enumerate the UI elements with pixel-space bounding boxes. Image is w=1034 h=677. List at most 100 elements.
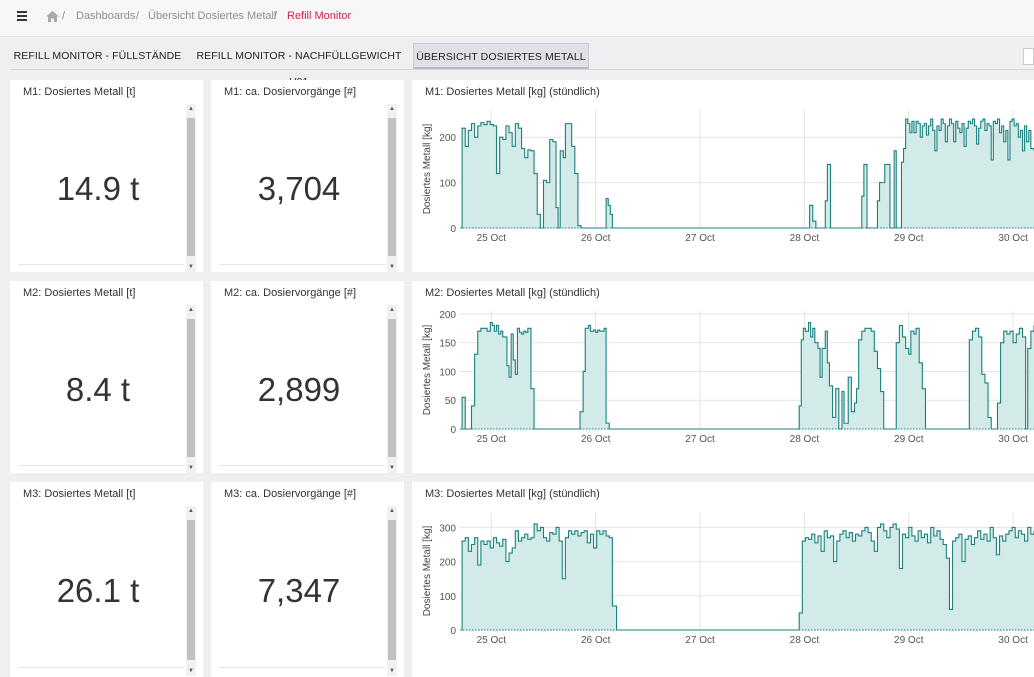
panel-divider [219,667,385,668]
scroll-thumb[interactable] [187,118,195,256]
scroll-down-arrow-icon[interactable]: ▼ [389,264,395,270]
x-tick-label: 29 Oct [894,635,924,646]
stat-panel-m1-metall: M1: Dosiertes Metall [t] 14.9 t ▲ ▼ [10,80,203,272]
y-tick-label: 100 [439,179,456,190]
series-line [460,118,1034,229]
x-tick-label: 27 Oct [685,233,715,244]
y-tick-label: 100 [439,367,456,378]
x-tick-label: 25 Oct [477,233,507,244]
scroll-thumb[interactable] [388,118,396,256]
x-tick-label: 29 Oct [894,233,924,244]
scroll-down-arrow-icon[interactable]: ▼ [188,264,194,270]
x-tick-label: 25 Oct [477,434,507,445]
stat-value: 2,899 [257,371,341,408]
panel-title: M2: ca. Dosiervorgänge [#] [224,287,357,299]
scroll-down-arrow-icon[interactable]: ▼ [389,668,395,674]
x-tick-label: 26 Oct [581,635,611,646]
tab-divider [10,69,1034,70]
x-tick-label: 27 Oct [685,434,715,445]
panel-scrollbar[interactable]: ▲ ▼ [186,506,196,676]
panel-scrollbar[interactable]: ▲ ▼ [387,506,397,676]
scroll-up-arrow-icon[interactable]: ▲ [389,508,395,514]
tab-refill-fuellstaende[interactable]: REFILL MONITOR - FÜLLSTÄNDE [13,50,182,62]
scroll-thumb[interactable] [187,319,195,457]
chart-panel-m2: M2: Dosiertes Metall [kg] (stündlich) 0 5… [412,281,1034,473]
stat-panel-m2-metall: M2: Dosiertes Metall [t] 8.4 t ▲ ▼ [10,281,203,473]
tab-uebersicht-dosiertes-metall[interactable]: ÜBERSICHT DOSIERTES METALL [413,43,589,69]
scroll-up-arrow-icon[interactable]: ▲ [188,307,194,313]
stat-value: 7,347 [257,572,341,609]
top-bar: / Dashboards / Übersicht Dosiertes Metal… [0,0,1034,37]
panel-divider [18,264,184,265]
y-tick-label: 100 [439,592,456,603]
panel-scrollbar[interactable]: ▲ ▼ [186,305,196,473]
y-tick-label: 50 [445,396,457,407]
home-icon[interactable] [46,11,59,22]
stat-panel-m3-dosiervorgaenge: M3: ca. Dosiervorgänge [#] 7,347 ▲ ▼ [211,482,404,677]
tab-refill-nachfuellgewicht[interactable]: REFILL MONITOR - NACHFÜLLGEWICHT V01 [196,50,402,88]
panel-divider [219,465,385,466]
stat-value: 26.1 t [56,572,140,609]
scroll-thumb[interactable] [388,319,396,457]
x-tick-label: 28 Oct [790,635,820,646]
panel-title: M1: ca. Dosiervorgänge [#] [224,86,357,98]
x-tick-label: 30 Oct [998,635,1028,646]
chart-title: M1: Dosiertes Metall [kg] (stündlich) [425,86,600,98]
panel-scrollbar[interactable]: ▲ ▼ [186,104,196,272]
chart-panel-m3: M3: Dosiertes Metall [kg] (stündlich) 0 1… [412,482,1034,677]
page-scroll-handle[interactable] [1023,48,1034,65]
chart-m2: 0 50 100 150 200 25 Oct 26 Oct 27 Oct 28 Oct 29 O… [422,310,1034,445]
panel-scrollbar[interactable]: ▲ ▼ [387,104,397,272]
scroll-up-arrow-icon[interactable]: ▲ [188,106,194,112]
x-tick-label: 30 Oct [998,434,1028,445]
y-tick-label: 150 [439,339,456,350]
panel-divider [219,264,385,265]
y-axis-label: Dosiertes Metall [kg] [422,525,433,616]
stat-panel-m2-dosiervorgaenge: M2: ca. Dosiervorgänge [#] 2,899 ▲ ▼ [211,281,404,473]
x-tick-label: 26 Oct [581,434,611,445]
panel-scrollbar[interactable]: ▲ ▼ [387,305,397,473]
breadcrumb-separator: / [274,10,278,22]
chart-title: M2: Dosiertes Metall [kg] (stündlich) [425,287,600,299]
chart-m3: 0 100 200 300 25 Oct 26 Oct 27 Oct 28 Oct 29 Oct… [422,512,1034,646]
menu-icon[interactable] [17,11,27,22]
y-tick-label: 200 [439,133,456,144]
stat-panel-m1-dosiervorgaenge: M1: ca. Dosiervorgänge [#] 3,704 ▲ ▼ [211,80,404,272]
scroll-thumb[interactable] [187,520,195,660]
breadcrumb-current: Refill Monitor [287,10,352,22]
x-tick-label: 27 Oct [685,635,715,646]
scroll-down-arrow-icon[interactable]: ▼ [389,465,395,471]
scroll-thumb[interactable] [388,520,396,660]
y-axis-label: Dosiertes Metall [kg] [422,123,433,214]
panel-title: M3: Dosiertes Metall [t] [23,488,136,500]
chart-m1: 0 100 200 25 Oct 26 Oct 27 Oct 28 Oct 29 Oct 30 … [422,110,1034,244]
y-axis-label: Dosiertes Metall [kg] [422,324,433,415]
breadcrumb-dashboards[interactable]: Dashboards [76,10,136,22]
series-line [460,321,1034,430]
scroll-down-arrow-icon[interactable]: ▼ [188,668,194,674]
series-area [460,523,1034,630]
panel-title: M2: Dosiertes Metall [t] [23,287,136,299]
y-tick-label: 0 [450,626,456,637]
stat-value: 8.4 t [65,371,131,408]
breadcrumb-separator: / [62,10,66,22]
x-tick-label: 26 Oct [581,233,611,244]
scroll-up-arrow-icon[interactable]: ▲ [389,307,395,313]
breadcrumb-separator: / [136,10,140,22]
stat-value: 3,704 [257,170,341,207]
breadcrumb-uebersicht[interactable]: Übersicht Dosiertes Metall [148,10,277,22]
y-tick-label: 0 [450,224,456,235]
y-tick-label: 300 [439,523,456,534]
y-tick-label: 200 [439,310,456,321]
panel-title: M3: ca. Dosiervorgänge [#] [224,488,357,500]
scroll-up-arrow-icon[interactable]: ▲ [389,106,395,112]
y-tick-label: 0 [450,425,456,436]
series-area [460,322,1034,429]
scroll-up-arrow-icon[interactable]: ▲ [188,508,194,514]
stat-panel-m3-metall: M3: Dosiertes Metall [t] 26.1 t ▲ ▼ [10,482,203,677]
panel-divider [18,667,184,668]
panel-divider [18,465,184,466]
x-tick-label: 29 Oct [894,434,924,445]
scroll-down-arrow-icon[interactable]: ▼ [188,465,194,471]
panel-title: M1: Dosiertes Metall [t] [23,86,136,98]
